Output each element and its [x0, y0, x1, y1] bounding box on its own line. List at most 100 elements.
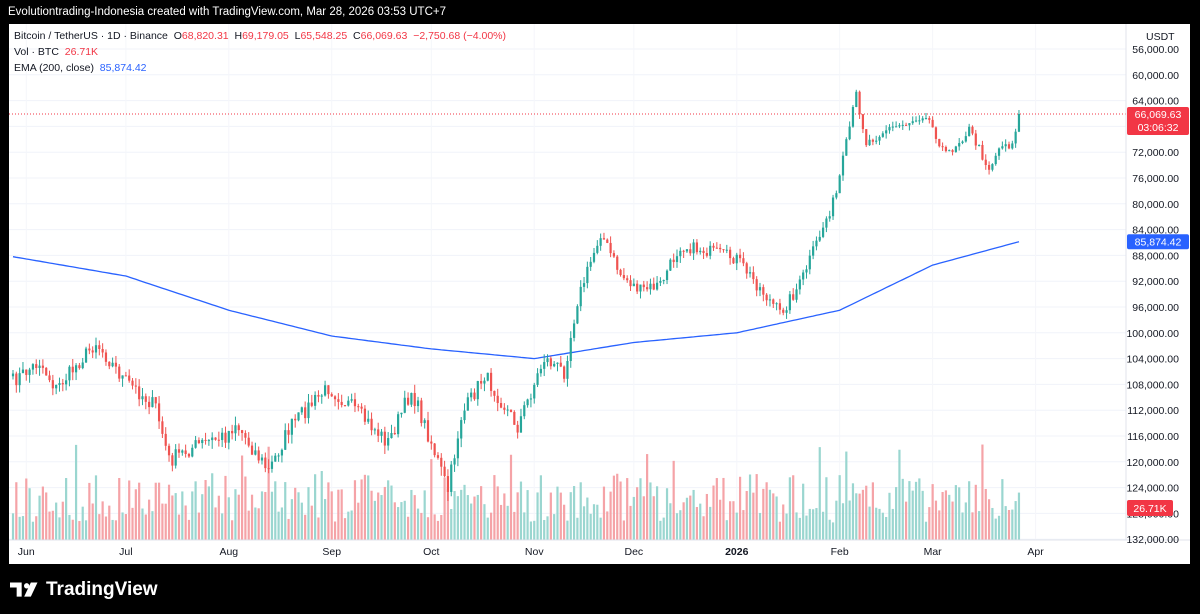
- candle-body: [669, 259, 672, 271]
- volume-bar: [456, 496, 459, 540]
- candle-body: [493, 390, 496, 396]
- volume-bar: [795, 512, 798, 540]
- candle-body: [194, 440, 197, 448]
- volume-bar: [815, 508, 818, 540]
- candle-body: [403, 397, 406, 413]
- volume-bar: [187, 519, 191, 540]
- candle-body: [646, 287, 649, 290]
- time-tick-label: Apr: [1027, 546, 1044, 558]
- candle-body: [968, 126, 971, 137]
- volume-bar: [197, 512, 201, 540]
- candle-body: [91, 350, 94, 353]
- volume-bar: [868, 506, 871, 540]
- candle-body: [951, 150, 954, 152]
- candle-body: [712, 245, 715, 248]
- volume-bar: [214, 507, 217, 540]
- candle-body: [812, 246, 815, 256]
- volume-bar: [211, 473, 214, 540]
- candle-body: [450, 464, 453, 492]
- candle-body: [1001, 146, 1004, 149]
- volume-bar: [941, 492, 944, 540]
- candle-body: [513, 411, 516, 425]
- candle-body: [177, 449, 181, 453]
- candle-body: [675, 256, 679, 263]
- candle-body: [715, 247, 718, 249]
- candles: [11, 89, 1021, 502]
- volume-bar: [908, 481, 911, 540]
- volume-bar: [566, 520, 569, 540]
- volume-bar: [715, 478, 718, 540]
- volume-bar: [483, 504, 486, 540]
- candle-body: [626, 278, 629, 281]
- candle-body: [154, 397, 157, 404]
- volume-bar: [161, 503, 164, 540]
- candle-body: [865, 129, 868, 146]
- volume-bar: [904, 501, 908, 540]
- volume-bar: [333, 521, 337, 540]
- candle-body: [958, 143, 961, 147]
- price-tick-label: 56,000.00: [1132, 44, 1179, 56]
- volume-bar: [460, 489, 463, 540]
- volume-bar: [360, 479, 363, 540]
- candle-body: [496, 395, 499, 404]
- candle-body: [357, 406, 360, 408]
- candle-body: [755, 279, 758, 291]
- close-value: 66,069.63: [360, 30, 408, 42]
- candle-body: [380, 431, 383, 436]
- volume-bar: [71, 519, 74, 540]
- volume-bar: [818, 447, 821, 540]
- candle-body: [453, 458, 456, 465]
- volume-bar: [961, 512, 964, 540]
- volume-bar: [290, 499, 293, 540]
- volume-bar: [493, 475, 496, 540]
- candle-body: [795, 289, 798, 300]
- volume-bar: [221, 513, 224, 540]
- volume-bar: [944, 490, 948, 540]
- candle-body: [221, 432, 224, 441]
- candle-body: [287, 430, 290, 435]
- candle-body: [406, 397, 410, 405]
- candle-body: [68, 366, 71, 381]
- volume-bar: [1004, 506, 1007, 540]
- candle-body: [629, 280, 632, 287]
- volume-bar: [121, 512, 124, 540]
- candle-body: [350, 399, 353, 401]
- volume-bar: [151, 511, 154, 540]
- candle-body: [543, 362, 546, 369]
- volume-bar: [247, 510, 250, 540]
- volume-bar: [981, 444, 984, 540]
- volume-bar: [94, 475, 98, 540]
- candle-body: [652, 283, 655, 290]
- candle-body: [924, 118, 928, 120]
- time-axis-ticks[interactable]: Jun Jul Aug Sep Oct Nov Dec 2026 Feb Mar Apr: [18, 546, 1044, 558]
- candle-body: [420, 400, 423, 424]
- brand-name: TradingView: [46, 579, 158, 600]
- volume-bar: [177, 514, 181, 540]
- volume-bar: [984, 488, 987, 540]
- volume-bar: [480, 486, 483, 540]
- volume-bar: [719, 499, 722, 540]
- volume-bar: [387, 480, 390, 540]
- volume-bar: [695, 507, 699, 540]
- candle-body: [300, 407, 303, 413]
- price-tick-label: 104,000.00: [1126, 354, 1179, 366]
- svg-text:03:06:32: 03:06:32: [1138, 122, 1179, 134]
- candle-body: [304, 407, 307, 419]
- candle-body: [28, 369, 31, 375]
- time-tick-label: Jul: [119, 546, 132, 558]
- volume-bar: [519, 481, 523, 540]
- volume-label: Vol · BTC: [14, 46, 59, 58]
- candle-body: [662, 280, 665, 282]
- volume-bar: [685, 497, 689, 540]
- candle-body: [642, 284, 645, 288]
- candle-body: [440, 457, 443, 467]
- volume-bar: [337, 489, 340, 540]
- candle-body: [775, 303, 778, 305]
- volume-bar: [393, 502, 396, 540]
- chart-canvas[interactable]: USDT 56,000.0060,000.0064,000.0068,000.0…: [9, 24, 1190, 564]
- candle-body: [752, 272, 755, 280]
- last-price-tag: 66,069.63 03:06:32: [1127, 106, 1189, 135]
- volume-bar: [114, 520, 118, 540]
- volume-bar: [101, 501, 104, 540]
- volume-bar: [363, 474, 367, 540]
